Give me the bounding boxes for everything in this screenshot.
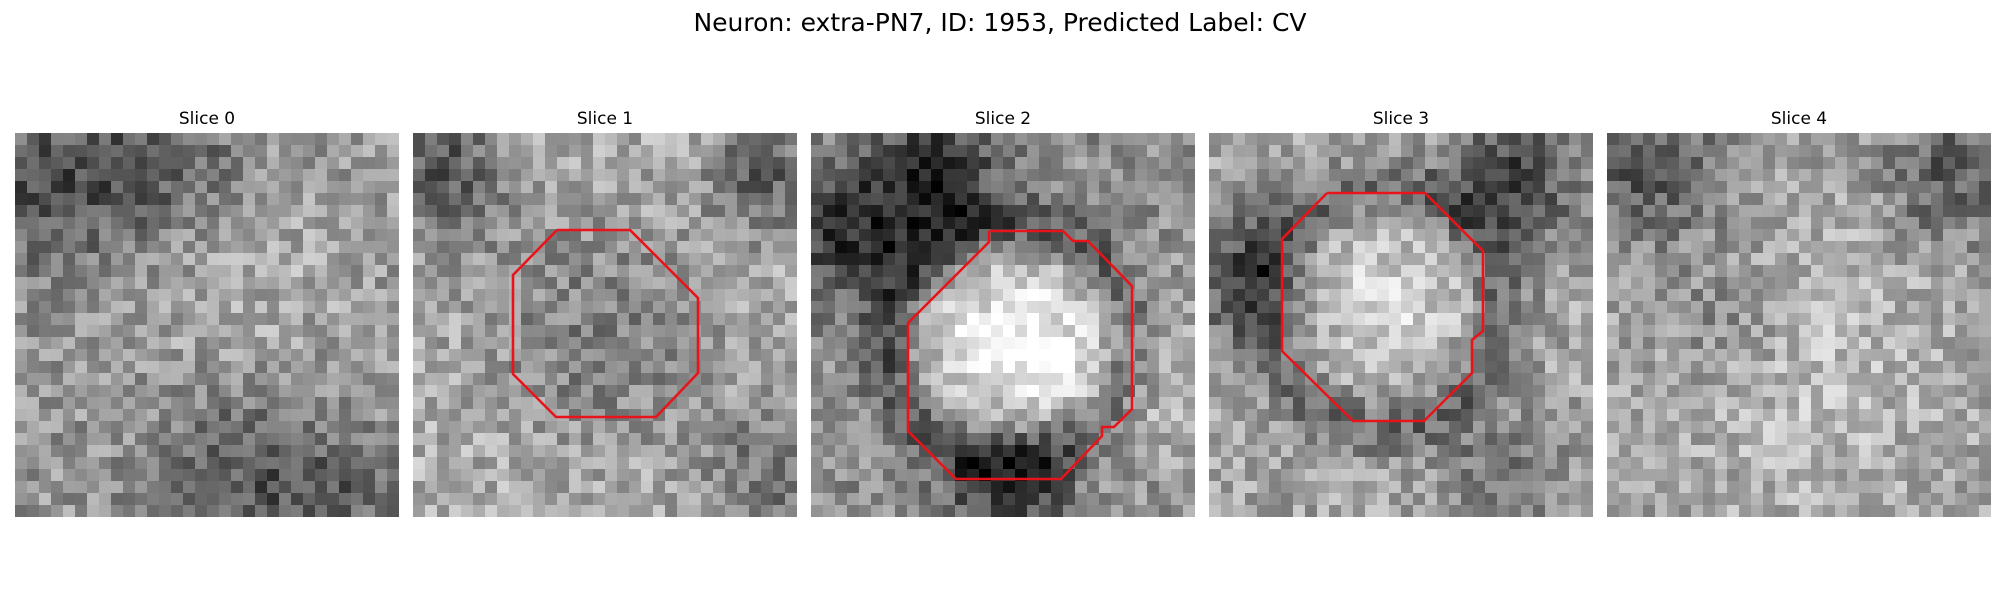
slice-panel-1: Slice 1 [413,108,797,517]
figure-title: Neuron: extra-PN7, ID: 1953, Predicted L… [693,8,1307,37]
grayscale-patch [1209,133,1593,517]
roi-contour [511,228,700,419]
slice-title: Slice 2 [974,109,1032,129]
slice-image [413,133,797,517]
grayscale-patch [15,133,399,517]
slice-title: Slice 0 [178,109,236,129]
slice-title: Slice 1 [576,109,634,129]
grayscale-patch [413,133,797,517]
slice-panel-2: Slice 2 [811,108,1195,517]
slice-image [15,133,399,517]
grayscale-patch [1607,133,1991,517]
slice-title: Slice 3 [1372,109,1430,129]
roi-contour [906,229,1134,481]
slice-panel-4: Slice 4 [1607,108,1991,517]
slice-title: Slice 4 [1770,109,1828,129]
roi-contour [1280,191,1485,423]
slice-image [811,133,1195,517]
slice-panel-3: Slice 3 [1209,108,1593,517]
slice-image [1607,133,1991,517]
slice-panel-0: Slice 0 [15,108,399,517]
slice-image [1209,133,1593,517]
